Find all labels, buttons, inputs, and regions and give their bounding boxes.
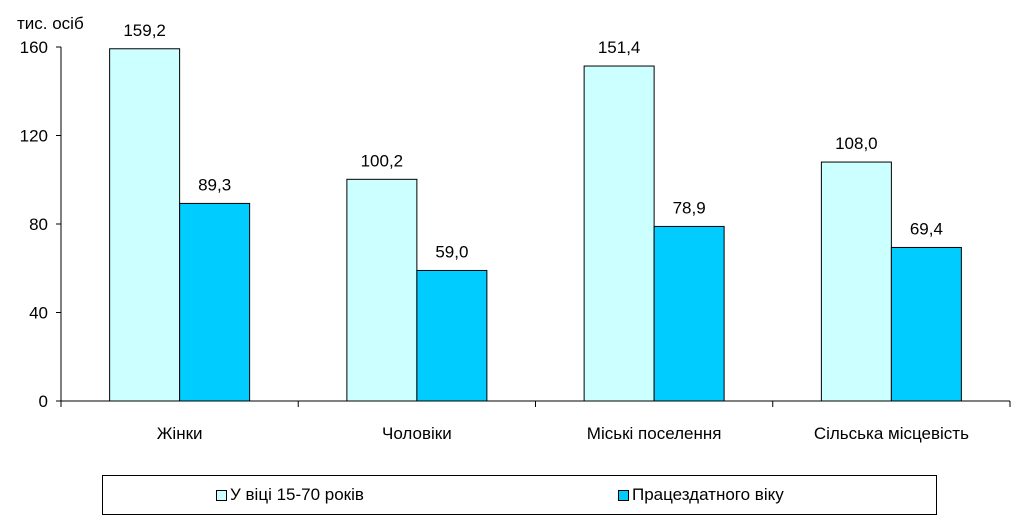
bar-label-2-3: 69,4 [910, 219, 943, 238]
y-tick-label-2: 80 [29, 215, 48, 234]
bar-2-3 [890, 246, 962, 402]
bar-label-1-2: 151,4 [598, 38, 641, 57]
legend-label-series-2: Працездатного віку [632, 485, 784, 504]
bar-1-2 [583, 65, 655, 402]
legend-item-series-1: У віці 15-70 років [216, 485, 364, 505]
legend-swatch-series-1 [216, 489, 227, 501]
x-tick-label-1: Чоловіки [382, 424, 452, 443]
x-tick-label-2: Міські поселення [587, 424, 722, 443]
legend-label-series-1: У віці 15-70 років [230, 485, 364, 504]
legend-item-series-2: Працездатного віку [618, 485, 784, 505]
y-tick-label-1: 40 [29, 304, 48, 323]
x-tick-label-3: Сільська місцевість [814, 424, 969, 443]
bar-2-2 [653, 225, 725, 402]
bar-chart: 0 40 80 120 160 тис. осіб 159,2 89,3 Жінки 100,2 5… [17, 14, 1011, 443]
bar-label-2-1: 59,0 [435, 242, 468, 261]
x-tick-label-0: Жінки [157, 424, 203, 443]
legend-swatch-series-2 [618, 489, 629, 501]
bar-label-1-3: 108,0 [835, 134, 878, 153]
bar-2-1 [416, 269, 488, 402]
bar-1-3 [820, 161, 892, 402]
y-tick-label-3: 120 [20, 127, 48, 146]
y-tick-label-4: 160 [20, 38, 48, 57]
y-axis-label: тис. осіб [17, 14, 84, 33]
bar-1-0 [109, 48, 181, 402]
bar-label-2-2: 78,9 [673, 198, 706, 217]
bar-2-0 [179, 202, 251, 402]
bar-label-1-1: 100,2 [361, 151, 404, 170]
bar-1-1 [346, 178, 418, 402]
bar-label-1-0: 159,2 [123, 21, 166, 40]
chart-legend: У віці 15-70 років Працездатного віку [102, 475, 937, 515]
y-tick-label-0: 0 [39, 392, 48, 411]
bar-label-2-0: 89,3 [198, 175, 231, 194]
